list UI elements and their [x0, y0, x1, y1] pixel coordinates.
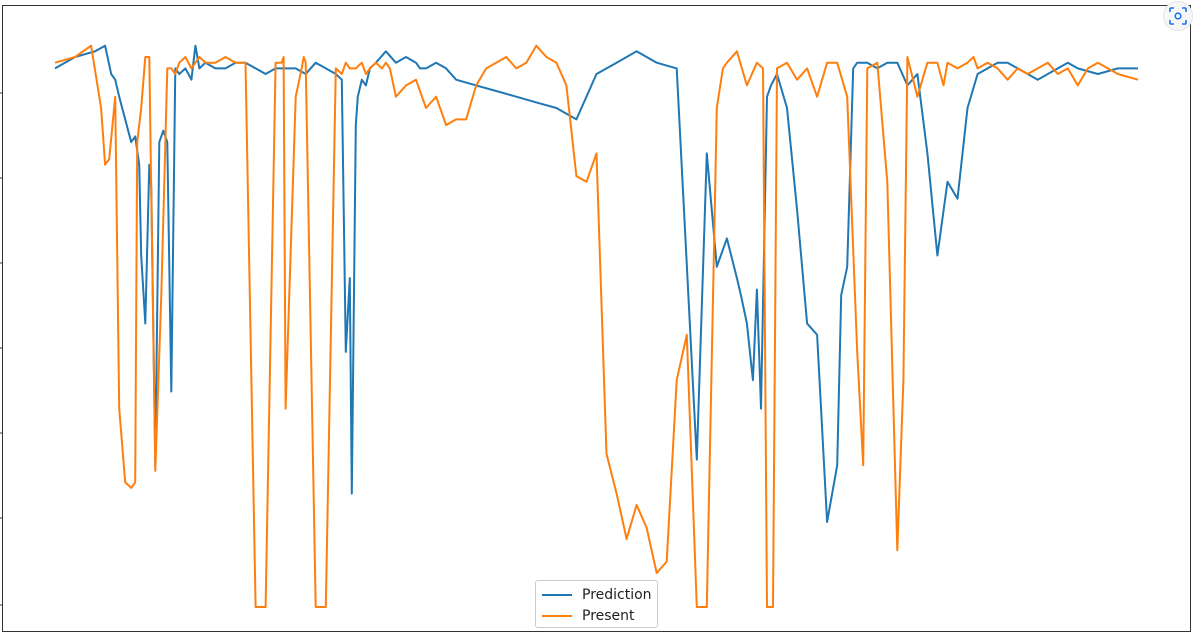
- lens-icon[interactable]: [1163, 1, 1193, 31]
- legend: Prediction Present: [535, 580, 658, 628]
- legend-swatch-present: [542, 615, 572, 617]
- plot-frame: [2, 5, 1191, 632]
- y-ticks: [0, 92, 3, 606]
- legend-label-prediction: Prediction: [582, 587, 652, 603]
- series-layer: [54, 44, 1139, 608]
- legend-item-present: Present: [542, 606, 635, 626]
- lens-icon-glyph: [1169, 7, 1187, 25]
- series-line-present: [54, 44, 1139, 608]
- legend-swatch-prediction: [542, 594, 572, 596]
- legend-label-present: Present: [582, 608, 635, 624]
- legend-item-prediction: Prediction: [542, 585, 652, 605]
